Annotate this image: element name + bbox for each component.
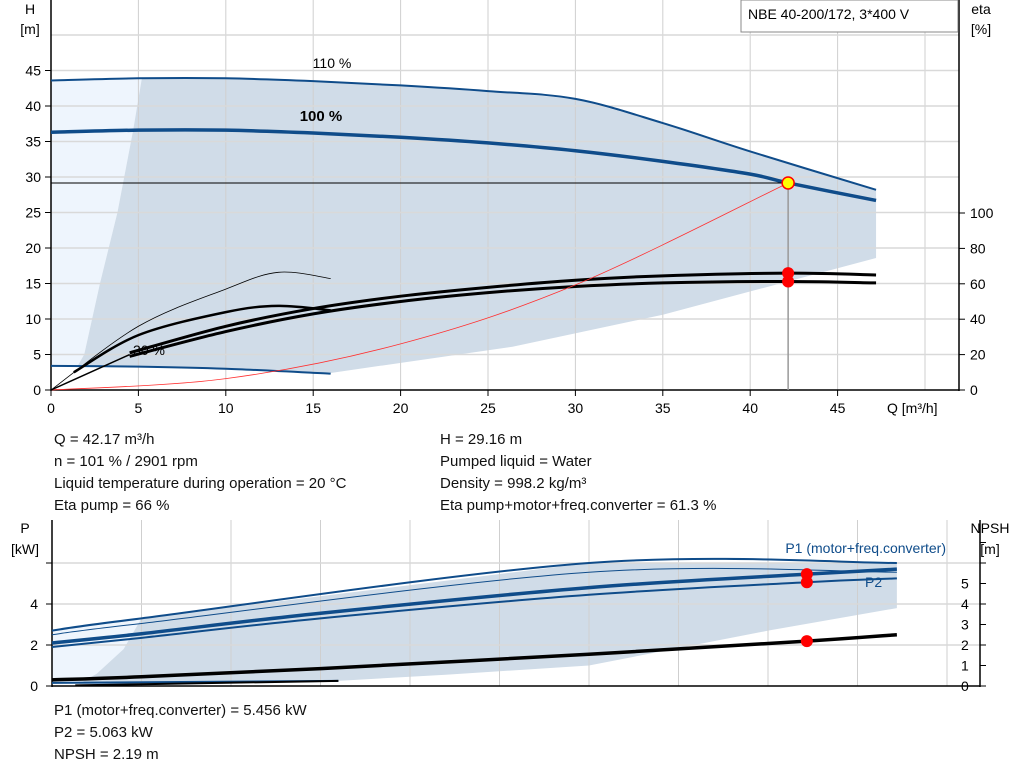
p-tick-label: 4 (30, 596, 38, 612)
npsh-tick-label: 4 (961, 596, 969, 612)
x-tick-label: 45 (830, 400, 846, 416)
y2-axis-unit: [%] (971, 21, 991, 37)
y-tick-label: 45 (25, 63, 41, 79)
info-flow: Q = 42.17 m³/h (54, 431, 155, 448)
y2-tick-label: 100 (970, 205, 994, 221)
x-tick-label: 10 (218, 400, 234, 416)
y-tick-label: 40 (25, 98, 41, 114)
p1-curve-label: P1 (motor+freq.converter) (785, 540, 946, 556)
x-tick-label: 20 (393, 400, 409, 416)
light-operating-area (51, 79, 142, 367)
info-eta-pump: Eta pump = 66 % (54, 497, 170, 514)
curve-label-30: 30 % (133, 342, 165, 358)
info-eta-total: Eta pump+motor+freq.converter = 61.3 % (440, 497, 717, 514)
x-tick-label: 40 (742, 400, 758, 416)
power-operating-area (78, 563, 897, 685)
x-tick-label: 5 (135, 400, 143, 416)
npsh-tick-label: 5 (961, 576, 969, 592)
info-p2: P2 = 5.063 kW (54, 724, 153, 741)
head-curve-30 (50, 364, 331, 375)
info-npsh: NPSH = 2.19 m (54, 746, 159, 763)
npsh-marker (800, 635, 813, 648)
head-curve-110 (50, 76, 877, 191)
p-axis-unit: [kW] (11, 541, 39, 557)
info-head: H = 29.16 m (440, 431, 523, 448)
eta-curve-low-speed (50, 271, 331, 391)
legend-title: NBE 40-200/172, 3*400 V (748, 6, 910, 22)
legend-box (740, 0, 959, 33)
npsh-axis-label: NPSH (971, 520, 1010, 536)
y-axis-label: H (25, 1, 35, 17)
x-tick-label: 0 (47, 400, 55, 416)
p-tick-label: 0 (30, 678, 38, 694)
info-temperature: Liquid temperature during operation = 20… (54, 475, 347, 492)
y-tick-label: 10 (25, 311, 41, 327)
y2-tick-label: 60 (970, 276, 986, 292)
p2-curve-110 (51, 567, 897, 636)
y2-tick-label: 40 (970, 311, 986, 327)
info-p1: P1 (motor+freq.converter) = 5.456 kW (54, 702, 307, 719)
p-tick-label: 2 (30, 637, 38, 653)
curve-label-110: 110 % (313, 55, 352, 71)
eta-pump-marker (782, 267, 795, 280)
x-tick-label: 15 (305, 400, 321, 416)
p2-marker (800, 576, 813, 589)
y-tick-label: 25 (25, 205, 41, 221)
x-axis-label: Q [m³/h] (887, 400, 938, 416)
p-axis-label: P (20, 520, 29, 536)
eta-total-marker (782, 275, 795, 288)
y-tick-label: 20 (25, 240, 41, 256)
eta-pump-curve (129, 271, 877, 355)
npsh-curve-low-speed (75, 679, 339, 687)
npsh-tick-label: 0 (961, 678, 969, 694)
info-density: Density = 998.2 kg/m³ (440, 475, 587, 492)
operating-area (77, 78, 877, 373)
y2-tick-label: 80 (970, 240, 986, 256)
y-tick-label: 5 (33, 347, 41, 363)
npsh-tick-label: 2 (961, 637, 969, 653)
y-tick-label: 35 (25, 134, 41, 150)
y-axis-unit: [m] (20, 21, 39, 37)
p2-curve-label: P2 (865, 574, 882, 590)
curve-label-100: 100 % (300, 108, 343, 125)
eta-total-curve (129, 279, 877, 358)
npsh-tick-label: 1 (961, 658, 969, 674)
y2-tick-label: 0 (970, 382, 978, 398)
info-liquid: Pumped liquid = Water (440, 453, 592, 470)
npsh-tick-label: 3 (961, 617, 969, 633)
y2-tick-label: 20 (970, 347, 986, 363)
operating-info-left: Q = 42.17 m³/h n = 101 % / 2901 rpm Liqu… (54, 429, 346, 517)
eta-curve-min-speed (73, 304, 331, 374)
y-tick-label: 15 (25, 276, 41, 292)
y2-axis-label: eta (971, 1, 991, 17)
npsh-axis-unit: [m] (980, 541, 999, 557)
x-tick-label: 30 (568, 400, 584, 416)
system-curve (50, 182, 789, 391)
info-speed: n = 101 % / 2901 rpm (54, 453, 198, 470)
eta-curve-start (50, 353, 130, 391)
x-tick-label: 25 (480, 400, 496, 416)
power-info: P1 (motor+freq.converter) = 5.456 kW P2 … (54, 700, 307, 766)
operating-point-marker (781, 176, 795, 190)
head-curve-100 (50, 128, 877, 203)
x-tick-label: 35 (655, 400, 671, 416)
p1-curve-110 (51, 557, 897, 632)
y-tick-label: 30 (25, 169, 41, 185)
operating-info-right: H = 29.16 m Pumped liquid = Water Densit… (440, 429, 716, 517)
y-tick-label: 0 (33, 382, 41, 398)
